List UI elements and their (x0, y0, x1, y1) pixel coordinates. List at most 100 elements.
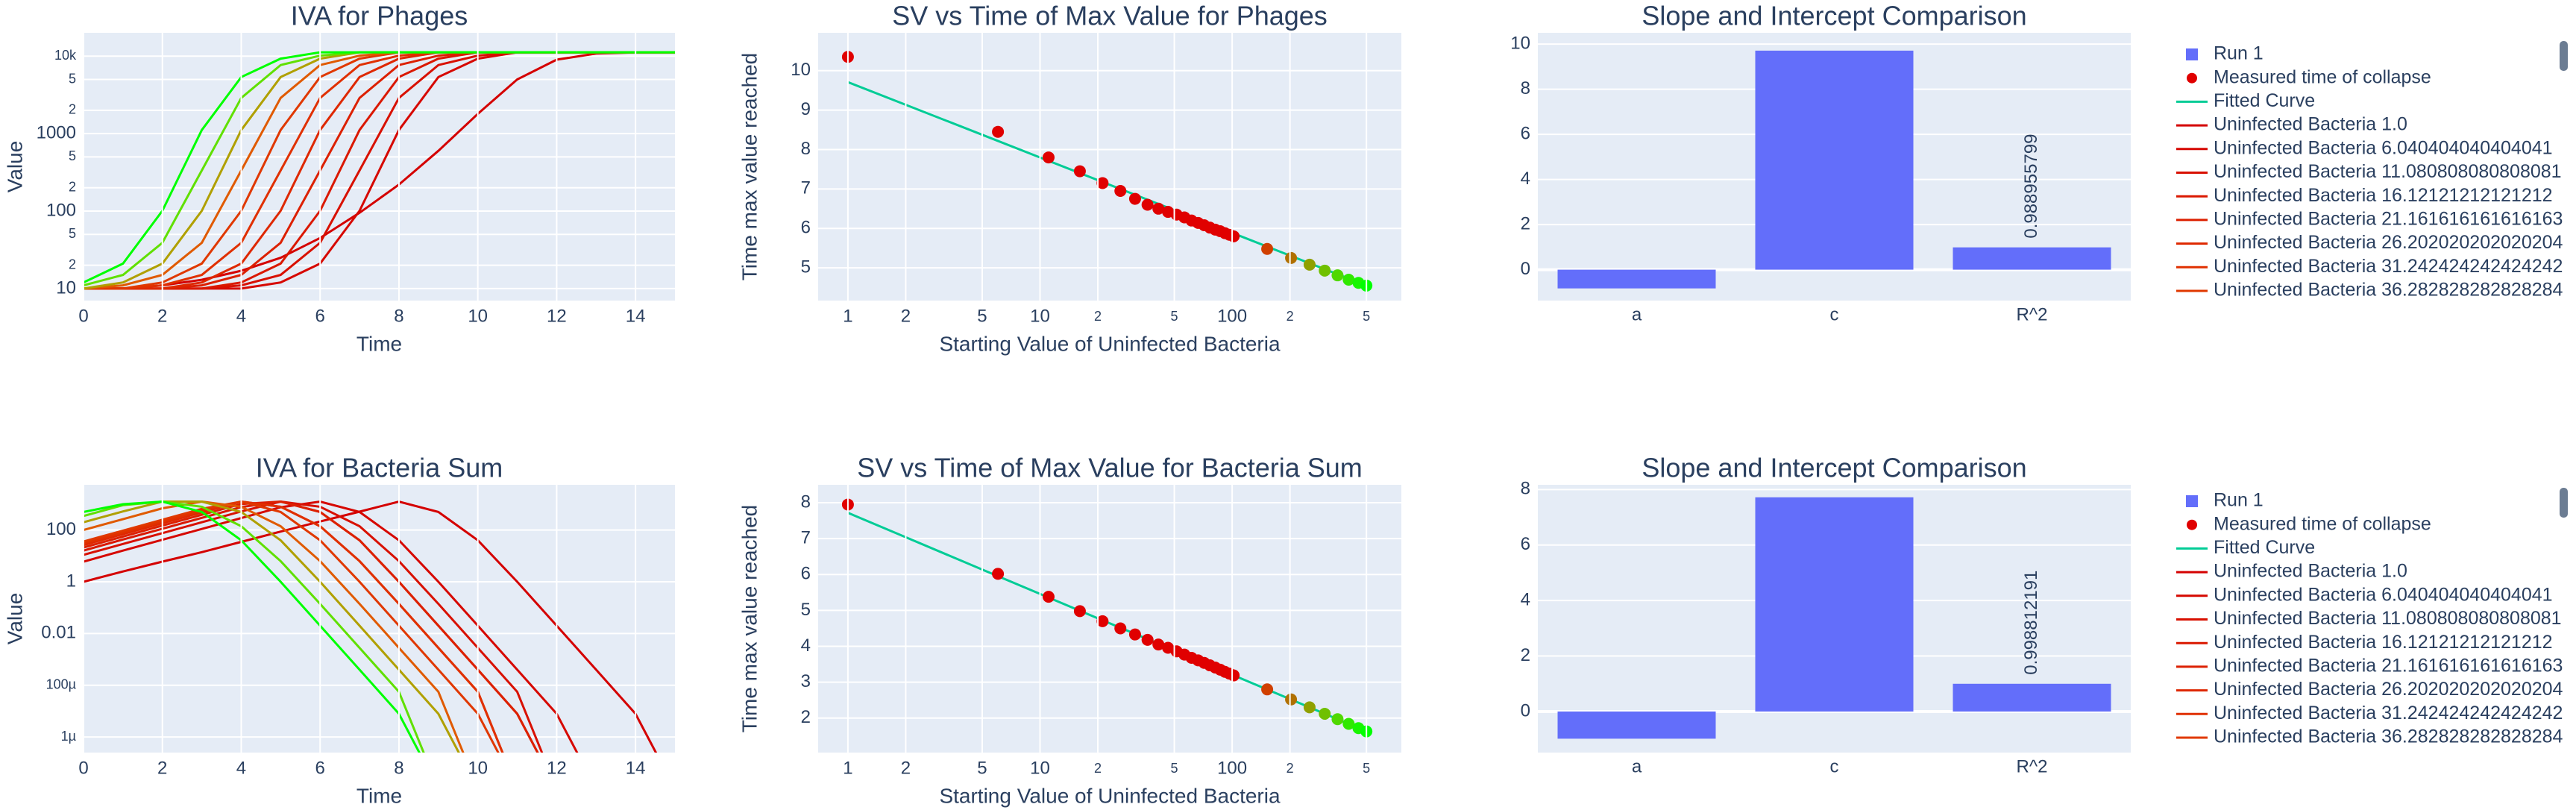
chart-title: SV vs Time of Max Value for Bacteria Sum (857, 453, 1363, 483)
point (1114, 622, 1127, 635)
point (1096, 177, 1109, 189)
x-tick-label: 14 (626, 306, 646, 326)
x-tick-label: 1 (843, 306, 852, 326)
chart-title: Slope and Intercept Comparison (1642, 453, 2026, 483)
x-tick-label: 100 (1217, 758, 1247, 778)
curve (84, 51, 675, 284)
y-tick-label: 7 (801, 528, 811, 548)
point (992, 125, 1005, 138)
y-tick-label: 100µ (46, 676, 76, 691)
chart-title: IVA for Phages (291, 1, 468, 31)
curve (84, 500, 504, 753)
y-tick-label: 6 (1521, 123, 1530, 143)
point (1073, 605, 1086, 618)
legend-label: Run 1 (2214, 43, 2264, 64)
point (1319, 708, 1331, 720)
point (1285, 251, 1298, 264)
y-tick-label: 6 (801, 564, 811, 584)
legend-label: Uninfected Bacteria 26.202020202020204 (2214, 232, 2563, 253)
point (1228, 669, 1240, 682)
point (1331, 269, 1344, 282)
x-tick-label: 10 (468, 758, 488, 778)
point (1141, 198, 1154, 211)
legend-label: Uninfected Bacteria 36.282828282828284 (2214, 726, 2563, 747)
bar (1755, 50, 1914, 270)
point (1342, 718, 1355, 730)
chart-title: IVA for Bacteria Sum (256, 453, 503, 483)
x-tick-label: 12 (547, 306, 567, 326)
bar (1557, 269, 1716, 289)
legend-label: Uninfected Bacteria 21.161616161616163 (2214, 656, 2563, 676)
x-tick-label: 2 (1287, 761, 1294, 776)
y-tick-label: 5 (69, 148, 76, 163)
value-label: 0.998812191 (2021, 571, 2041, 675)
y-axis-title: Time max value reached (738, 505, 761, 733)
bar (1557, 711, 1716, 739)
legend-scrollbar[interactable] (2560, 41, 2568, 71)
x-tick-label: 10 (1030, 758, 1050, 778)
curve (84, 51, 675, 290)
x-tick-label: 100 (1217, 306, 1247, 326)
y-axis-title: Value (3, 141, 26, 193)
legend-swatch (2186, 48, 2198, 60)
legend-label: Uninfected Bacteria 11.080808080808081 (2214, 608, 2562, 629)
x-tick-label: 6 (315, 306, 325, 326)
y-tick-label: 4 (1521, 169, 1530, 189)
point (1152, 638, 1165, 651)
x-tick-label: 5 (1363, 761, 1370, 776)
legend-label: Fitted Curve (2214, 537, 2315, 558)
x-tick-label: 5 (1363, 309, 1370, 324)
legend-label: Uninfected Bacteria 16.12121212121212 (2214, 632, 2553, 653)
point (1042, 151, 1055, 164)
legend-label: Measured time of collapse (2214, 66, 2431, 87)
x-axis-title: Time (356, 332, 402, 355)
point (1042, 591, 1055, 603)
x-tick-label: 6 (315, 758, 325, 778)
point (1331, 713, 1344, 726)
y-tick-label: 5 (801, 600, 811, 620)
bar (1755, 497, 1914, 712)
y-tick-label: 2 (1521, 213, 1530, 233)
legend-swatch (2186, 495, 2198, 507)
x-tick-label: 2 (901, 758, 911, 778)
x-tick-label: c (1830, 756, 1839, 776)
x-tick-label: 10 (468, 306, 488, 326)
y-tick-label: 0 (1521, 700, 1530, 720)
y-tick-label: 10 (791, 60, 811, 80)
legend-label: Measured time of collapse (2214, 513, 2431, 534)
x-tick-label: 4 (236, 306, 246, 326)
legend-swatch (2187, 519, 2197, 530)
legend-scrollbar[interactable] (2560, 488, 2568, 518)
x-tick-label: a (1632, 756, 1642, 776)
point (1342, 273, 1355, 286)
x-tick-label: 5 (1171, 761, 1178, 776)
x-tick-label: 0 (78, 758, 88, 778)
plot-background (84, 33, 675, 301)
y-tick-label: 8 (801, 139, 811, 159)
point (1073, 165, 1086, 178)
x-tick-label: 1 (843, 758, 852, 778)
y-tick-label: 1000 (37, 122, 76, 142)
legend-label: Uninfected Bacteria 6.040404040404041 (2214, 137, 2553, 158)
x-tick-label: 12 (547, 758, 567, 778)
y-tick-label: 4 (1521, 589, 1530, 609)
x-axis-title: Starting Value of Uninfected Bacteria (939, 784, 1281, 807)
chart-title: Slope and Intercept Comparison (1642, 1, 2026, 31)
x-tick-label: 2 (1094, 761, 1102, 776)
y-tick-label: 0.01 (41, 623, 76, 643)
curve (84, 500, 421, 753)
curve (84, 500, 460, 753)
y-tick-label: 2 (801, 707, 811, 727)
chart-title: SV vs Time of Max Value for Phages (892, 1, 1328, 31)
x-tick-label: 5 (977, 306, 987, 326)
point (1319, 264, 1331, 277)
y-tick-label: 3 (801, 671, 811, 691)
y-tick-label: 9 (801, 99, 811, 119)
y-tick-label: 6 (1521, 534, 1530, 554)
x-tick-label: 14 (626, 758, 646, 778)
bar (1953, 247, 2111, 270)
y-tick-label: 0 (1521, 259, 1530, 279)
y-axis-title: Value (3, 593, 26, 645)
x-tick-label: 8 (394, 306, 403, 326)
